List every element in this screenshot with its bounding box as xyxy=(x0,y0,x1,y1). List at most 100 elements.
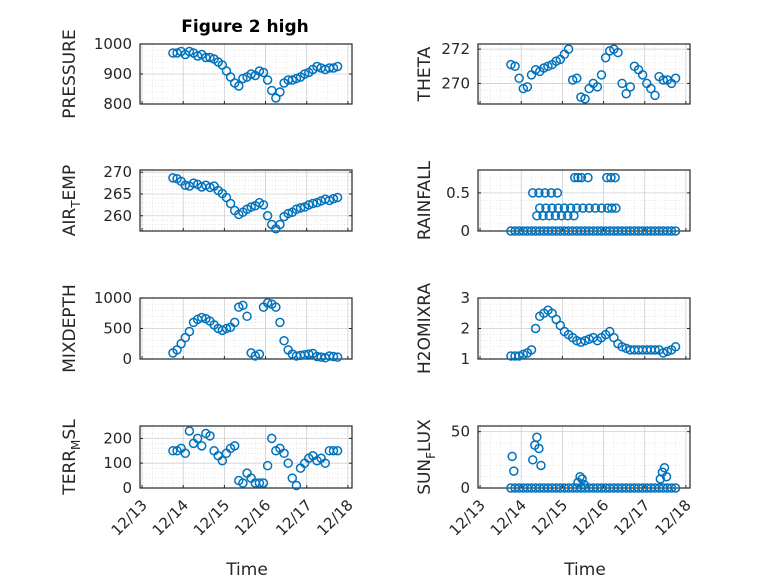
x-tick-label: 12/13 xyxy=(446,496,489,539)
subplot-h2omixra: 1 2 3 H2OMIXRA xyxy=(415,283,691,374)
data-point xyxy=(246,69,256,79)
subplot-sun_flux: 0 50 SUNFLUX 12/1312/1412/1512/1612/1712/18… xyxy=(415,419,695,580)
data-point xyxy=(563,44,574,54)
y-tick-label: 1000 xyxy=(94,35,132,53)
data-point xyxy=(196,441,207,451)
data-point xyxy=(536,460,546,471)
data-point xyxy=(580,94,590,104)
data-point xyxy=(262,75,273,85)
data-point xyxy=(254,478,265,488)
data-point xyxy=(271,302,281,312)
data-point xyxy=(320,458,330,468)
data-point xyxy=(666,226,677,236)
data-point xyxy=(238,300,248,311)
y-tick-label: 3 xyxy=(460,289,470,307)
data-point xyxy=(205,431,215,441)
data-point xyxy=(184,46,195,57)
data-point xyxy=(291,480,302,491)
y-tick-label: 270 xyxy=(103,163,132,181)
y-axis-label: THETA xyxy=(415,46,435,102)
data-point xyxy=(304,349,314,359)
data-point xyxy=(180,448,191,459)
subplot-mixdepth: 0 500 1000 MIXDEPTH xyxy=(60,284,353,373)
data-point xyxy=(225,198,236,209)
x-tick-label: 12/13 xyxy=(108,496,151,539)
data-point xyxy=(258,67,269,78)
y-label-subscript: F xyxy=(424,452,438,459)
data-point xyxy=(266,433,277,444)
data-point xyxy=(192,433,203,444)
data-point xyxy=(527,188,538,198)
x-tick-label: 12/18 xyxy=(313,496,356,539)
subplot-terr_msl: 0 100 200 TERRMSL 12/1312/1412/1512/1612/171… xyxy=(60,419,357,580)
data-point xyxy=(662,346,673,357)
axes-frame xyxy=(139,169,353,232)
data-point xyxy=(514,73,524,84)
data-point xyxy=(666,483,677,493)
data-point xyxy=(569,172,580,183)
data-point xyxy=(530,323,541,334)
y-tick-label: 500 xyxy=(103,320,132,338)
x-axis-label: Time xyxy=(225,560,268,580)
data-point xyxy=(527,455,538,465)
data-point xyxy=(576,172,587,183)
data-point xyxy=(328,194,339,204)
data-point xyxy=(332,352,343,362)
data-point xyxy=(205,52,215,63)
axes-frame xyxy=(477,43,691,105)
y-axis-label: TERRMSL xyxy=(60,419,83,496)
y-tick-label: 0 xyxy=(460,479,470,497)
data-point xyxy=(610,172,620,183)
data-point xyxy=(184,326,195,337)
data-point xyxy=(275,87,285,97)
data-point xyxy=(670,73,681,84)
data-point xyxy=(258,200,269,210)
data-point xyxy=(670,226,681,236)
data-point xyxy=(242,311,252,322)
data-point xyxy=(283,458,293,468)
data-point xyxy=(254,66,265,76)
y-label-part: SL xyxy=(60,419,80,440)
data-point xyxy=(312,61,322,72)
data-point xyxy=(572,73,582,84)
y-tick-label: 0 xyxy=(122,479,132,497)
data-point xyxy=(168,173,178,183)
data-point xyxy=(328,446,339,456)
data-point xyxy=(578,203,588,213)
y-tick-label: 260 xyxy=(103,207,132,225)
data-point xyxy=(541,203,551,213)
data-point xyxy=(275,219,285,230)
data-point xyxy=(580,335,590,346)
data-point xyxy=(168,446,178,456)
data-point xyxy=(540,188,550,198)
data-point xyxy=(526,345,537,355)
data-point xyxy=(559,203,570,213)
data-point xyxy=(279,448,289,459)
data-point xyxy=(584,203,594,213)
y-tick-label: 0.5 xyxy=(446,184,470,202)
data-point xyxy=(661,471,672,482)
x-tick-label: 12/16 xyxy=(231,496,274,539)
data-point xyxy=(180,180,191,190)
data-point xyxy=(514,351,524,361)
data-point xyxy=(621,88,631,99)
data-point xyxy=(287,473,298,483)
x-tick-label: 12/17 xyxy=(272,496,315,539)
data-point xyxy=(217,455,228,466)
y-tick-label: 1000 xyxy=(94,289,132,307)
data-point xyxy=(510,61,520,72)
data-point xyxy=(607,203,617,213)
y-tick-label: 270 xyxy=(441,74,470,92)
data-point xyxy=(229,317,240,328)
data-point xyxy=(283,208,293,219)
data-point xyxy=(596,203,607,213)
y-tick-label: 50 xyxy=(451,423,470,441)
subplot-pressure: 800 900 1000 PRESSURE xyxy=(60,29,353,119)
data-point xyxy=(308,198,318,209)
y-tick-label: 800 xyxy=(103,95,132,113)
data-point xyxy=(328,63,339,73)
axes-frame xyxy=(477,169,691,232)
x-tick-label: 12/18 xyxy=(651,496,694,539)
data-point xyxy=(658,348,668,358)
